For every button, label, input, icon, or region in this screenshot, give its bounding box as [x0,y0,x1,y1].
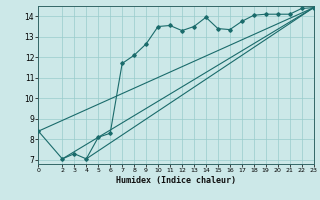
X-axis label: Humidex (Indice chaleur): Humidex (Indice chaleur) [116,176,236,185]
